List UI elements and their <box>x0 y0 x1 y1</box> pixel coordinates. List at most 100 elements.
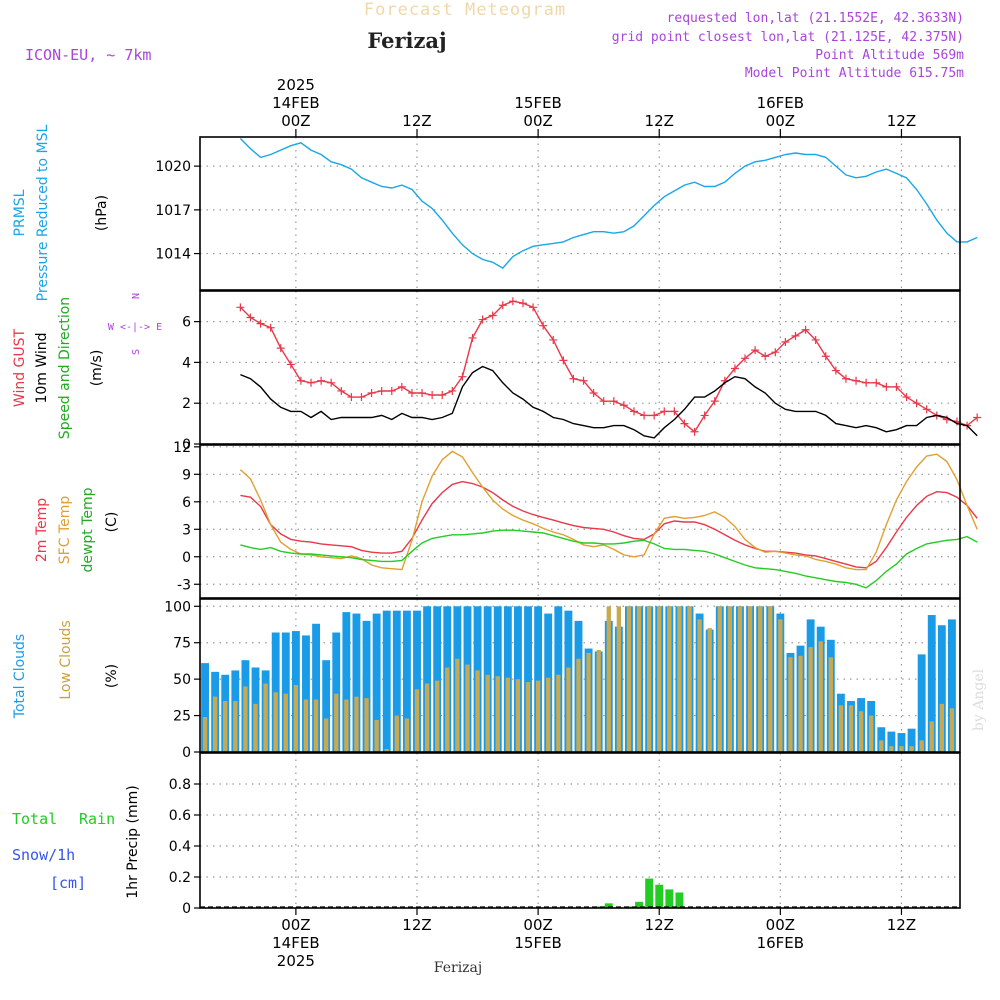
pressure-panel: 1014 1017 1020 <box>155 136 978 291</box>
low-cloud-bar <box>717 606 722 752</box>
y-tick-label: 75 <box>173 636 191 652</box>
gust-marker <box>498 301 507 310</box>
y-tick-label: 2 <box>182 396 191 412</box>
pressure-label-prmsl: PRMSL <box>12 189 28 236</box>
y-tick-label: 0 <box>182 550 191 566</box>
gust-marker <box>236 303 245 312</box>
bottom-tick-label: 14FEB <box>272 934 319 952</box>
location-title: Ferizaj <box>367 28 446 53</box>
low-cloud-bar <box>768 606 773 752</box>
gust-marker <box>811 335 820 344</box>
wind-label-10m: 10m Wind <box>34 332 50 403</box>
temp-label-unit: (C) <box>104 512 120 533</box>
y-tick-label: 4 <box>182 355 191 371</box>
low-cloud-bar <box>848 705 854 752</box>
gust-marker <box>710 397 719 406</box>
low-cloud-bar <box>404 718 410 752</box>
y-tick-label: 0.4 <box>169 839 191 855</box>
low-cloud-bar <box>899 746 904 752</box>
y-tick-label: 100 <box>164 599 191 615</box>
low-cloud-bar <box>303 699 309 752</box>
rain-bar <box>665 889 674 908</box>
bottom-tick-label: 12Z <box>402 916 431 934</box>
low-cloud-bar <box>889 746 894 752</box>
pressure-line <box>239 138 978 269</box>
precip-labels: Total Rain Snow/1h [cm] 1hr Precip (mm) <box>12 785 141 898</box>
gust-marker <box>872 378 881 387</box>
top-tick-label: 00Z <box>766 112 795 130</box>
low-cloud-bar <box>424 683 430 752</box>
temp-label-dewpt: dewpt Temp <box>80 487 96 572</box>
pressure-label-desc: Pressure Reduced to MSL <box>35 124 51 301</box>
gust-marker <box>256 319 265 328</box>
top-tick-label: 12Z <box>402 112 431 130</box>
gust-marker <box>559 356 568 365</box>
low-cloud-bar <box>475 670 480 752</box>
low-cloud-bar <box>465 664 470 752</box>
total-cloud-bar <box>352 613 361 752</box>
gust-marker <box>801 325 810 334</box>
compass-south: S <box>131 349 142 355</box>
low-cloud-bar <box>838 705 844 752</box>
rain-bar <box>635 901 643 908</box>
total-cloud-bar <box>372 613 381 752</box>
sfctemp-line <box>239 450 978 571</box>
point-altitude: Point Altitude 569m <box>815 48 964 63</box>
gust-marker <box>529 303 538 312</box>
low-cloud-bar <box>546 677 551 752</box>
gust-marker <box>387 386 396 395</box>
gust-marker <box>862 378 871 387</box>
low-cloud-bar <box>273 692 278 752</box>
footer-location: Ferizaj <box>434 960 482 976</box>
precip-label-axis: 1hr Precip (mm) <box>125 785 141 898</box>
low-cloud-bar <box>313 699 319 752</box>
rain-bar <box>675 892 684 908</box>
wind-label-unit: (m/s) <box>89 350 105 387</box>
panel-frame <box>199 444 961 599</box>
y-tick-label: 50 <box>173 672 191 688</box>
total-cloud-bar <box>342 612 351 752</box>
gust-marker <box>650 411 659 420</box>
gust-marker <box>448 386 457 395</box>
temp-label-sfc: SFC Temp <box>57 496 73 565</box>
wind-panel: 0 2 4 6 <box>182 290 982 453</box>
low-cloud-bar <box>667 606 672 752</box>
gust-marker <box>973 413 982 422</box>
y-tick-label: 1020 <box>155 159 191 175</box>
low-cloud-bar <box>929 721 934 752</box>
y-tick-label: 0 <box>182 437 191 453</box>
bottom-tick-label: 12Z <box>645 916 674 934</box>
low-cloud-bar <box>394 715 399 752</box>
total-cloud-bar <box>947 619 956 752</box>
total-cloud-bar <box>423 606 432 752</box>
grid-coords: grid point closest lon,lat (21.125E, 42.… <box>612 30 964 45</box>
low-cloud-bar <box>293 684 299 752</box>
pressure-label-unit: (hPa) <box>94 195 110 231</box>
gust-marker <box>296 376 305 385</box>
low-cloud-bar <box>233 701 238 752</box>
gust-marker <box>317 376 326 385</box>
gust-marker <box>286 360 295 369</box>
gust-marker <box>821 352 830 361</box>
panel-frame <box>199 136 961 291</box>
gust-marker <box>619 401 628 410</box>
total-cloud-bar <box>312 623 321 752</box>
gust-marker <box>569 374 578 383</box>
gust-marker <box>266 323 275 332</box>
low-cloud-bar <box>445 667 450 752</box>
total-cloud-bar <box>877 727 886 752</box>
low-cloud-bar <box>869 715 874 752</box>
low-cloud-bar <box>687 606 692 752</box>
gust-marker <box>488 311 497 320</box>
gust-marker <box>680 419 689 428</box>
gust-marker <box>428 391 437 400</box>
low-cloud-bar <box>727 606 733 752</box>
low-cloud-bar <box>858 711 864 752</box>
cloud-labels: Total Clouds Low Clouds (%) <box>12 620 120 719</box>
gust-marker <box>397 382 406 391</box>
low-cloud-bar <box>525 682 531 752</box>
low-cloud-bar <box>223 701 228 752</box>
low-cloud-bar <box>757 606 763 752</box>
gust-line <box>239 300 978 433</box>
